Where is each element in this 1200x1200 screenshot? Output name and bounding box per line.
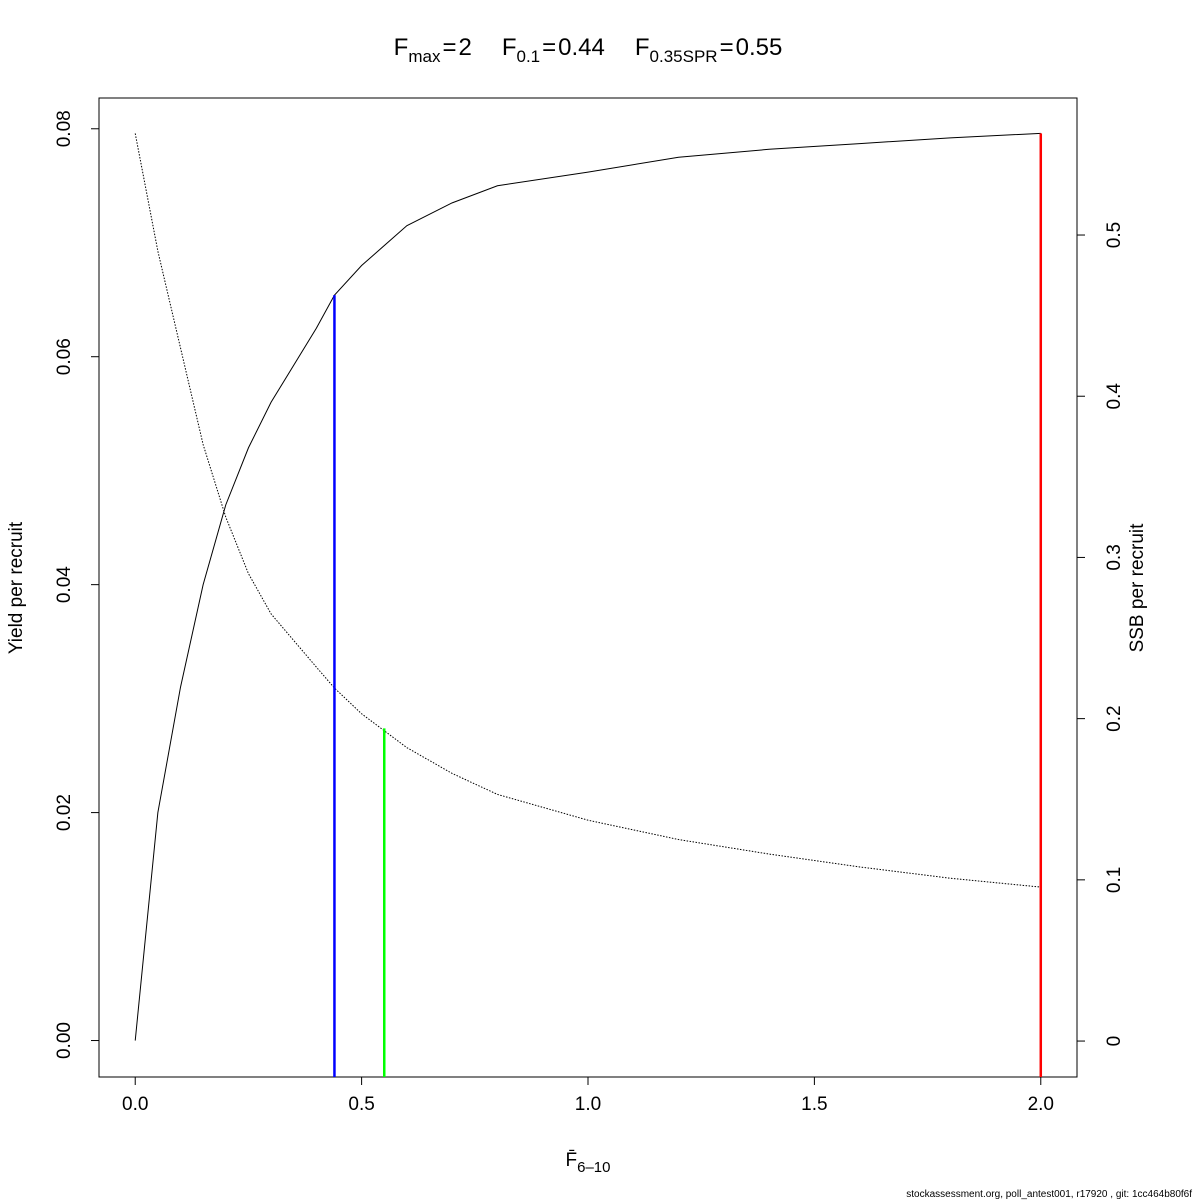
title-subscript: 0.1 <box>517 47 541 66</box>
y2-tick-label: 0.5 <box>1104 222 1125 248</box>
plot-frame <box>98 97 1078 1078</box>
footer: stockassessment.org, poll_antest001, r17… <box>906 1189 1192 1200</box>
title-relation: = <box>442 34 456 61</box>
x-axis-label: F̄6–10 <box>566 1150 611 1176</box>
title-relation: = <box>720 34 734 61</box>
y2-tick-label: 0 <box>1104 1036 1125 1047</box>
y-tick-label: 0.08 <box>54 110 75 147</box>
y-tick-label: 0.06 <box>54 338 75 375</box>
title-value: 0.44 <box>558 34 605 61</box>
y2-axis-label: SSB per recruit <box>1127 523 1148 653</box>
y-tick-label: 0.04 <box>54 566 75 603</box>
x-tick-label: 1.5 <box>801 1094 827 1115</box>
x-label-subscript: 6–10 <box>577 1159 610 1176</box>
y2-tick-label: 0.4 <box>1104 383 1125 410</box>
title-symbol: F <box>502 34 517 61</box>
title-value: 2 <box>458 34 471 61</box>
title-symbol: F <box>635 34 650 61</box>
x-tick-label: 2.0 <box>1028 1094 1054 1115</box>
chart-title: Fmax=2 F0.1=0.44 F0.35SPR=0.55 <box>394 34 783 66</box>
y2-tick-label: 0.3 <box>1104 544 1125 570</box>
x-tick-label: 1.0 <box>575 1094 601 1115</box>
y-tick-label: 0.02 <box>54 794 75 831</box>
title-value: 0.55 <box>736 34 783 61</box>
title-subscript: max <box>408 47 441 66</box>
x-label-symbol: F̄ <box>566 1150 578 1171</box>
x-tick-label: 0.5 <box>348 1094 374 1115</box>
y-tick-label: 0.00 <box>54 1022 75 1059</box>
series-line <box>134 133 1041 888</box>
y-axis-label: Yield per recruit <box>6 521 27 654</box>
series-line <box>134 132 1041 1041</box>
x-tick-label: 0.0 <box>122 1094 148 1115</box>
title-symbol: F <box>394 34 409 61</box>
y2-tick-label: 0.2 <box>1104 705 1125 731</box>
title-relation: = <box>542 34 556 61</box>
title-subscript: 0.35SPR <box>650 47 718 66</box>
y2-tick-label: 0.1 <box>1104 867 1125 893</box>
